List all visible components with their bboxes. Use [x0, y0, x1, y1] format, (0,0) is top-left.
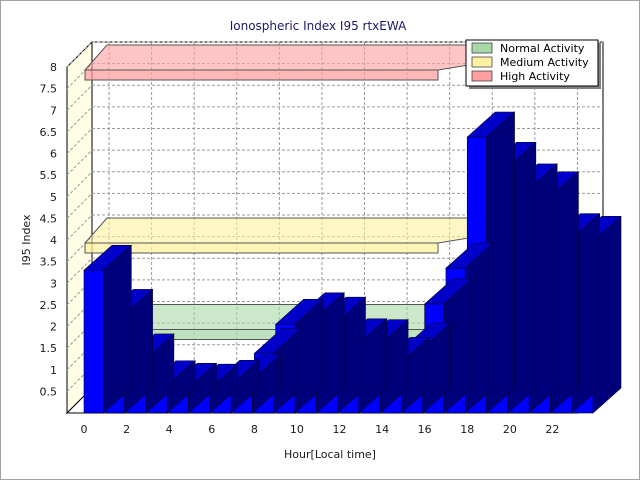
y-tick-label: 4	[50, 234, 57, 247]
x-axis-title: Hour[Local time]	[284, 448, 376, 461]
x-tick-label: 4	[166, 423, 173, 436]
grid-line-side	[66, 128, 93, 154]
x-tick-label: 8	[251, 423, 258, 436]
y-axis-title: I95 Index	[20, 214, 33, 266]
y-tick-label: 5	[50, 191, 57, 204]
y-tick-label: 5.5	[40, 169, 58, 182]
grid-line-side	[66, 106, 93, 133]
bar-0	[83, 244, 133, 414]
y-tick-label: 2.5	[40, 299, 58, 312]
x-tick-label: 6	[208, 423, 215, 436]
x-tick-label: 20	[503, 423, 517, 436]
x-tick-label: 2	[123, 423, 130, 436]
y-tick-label: 1	[50, 364, 57, 377]
grid-line-side	[66, 236, 93, 262]
x-tick-label: 12	[333, 423, 347, 436]
y-tick-label: 3	[50, 277, 57, 290]
grid-line-side	[66, 366, 93, 392]
plot-area: 0.5 1 1.5 2 2.5 3 3.5 4 4.5 5 5.5 6 6.5 7 7.5 8 0 2 4 6 8 10 1…	[40, 40, 622, 436]
grid-line-side	[66, 63, 93, 89]
legend-label-0: Normal Activity	[500, 42, 585, 55]
y-tick-label: 7	[50, 104, 57, 117]
grid-line-side	[66, 322, 93, 349]
y-tick-label: 4.5	[40, 212, 58, 225]
bar-side	[102, 244, 132, 414]
grid-line-side	[66, 279, 93, 306]
x-tick-label: 22	[545, 423, 559, 436]
legend-label-1: Medium Activity	[500, 56, 589, 69]
y-tick-label: 0.5	[40, 385, 58, 398]
chart-title: Ionospheric Index I95 rtxEWA	[230, 19, 407, 33]
y-tick-label: 1.5	[40, 342, 58, 355]
x-tick-label: 14	[375, 423, 389, 436]
grid-line-side	[66, 257, 93, 284]
x-tick-label: 16	[418, 423, 432, 436]
grid-line-side	[66, 193, 93, 219]
x-tick-label: 0	[81, 423, 88, 436]
grid-line-side	[66, 301, 93, 327]
legend-label-2: High Activity	[500, 70, 570, 83]
grid-line-side	[66, 214, 93, 241]
band-front-2	[84, 69, 439, 81]
y-tick-label: 3.5	[40, 256, 58, 269]
grid-line-side	[66, 41, 93, 68]
band-front-1	[84, 242, 439, 254]
y-tick-label: 6	[50, 148, 57, 161]
legend-swatch-0	[471, 42, 493, 54]
y-tick-label: 2	[50, 321, 57, 334]
grid-line-side	[66, 149, 93, 176]
grid-line-side	[66, 171, 93, 198]
legend-swatch-2	[471, 70, 493, 82]
bar-front	[83, 269, 104, 414]
y-tick-label: 8	[50, 61, 57, 74]
grid-line-side	[66, 344, 93, 371]
grid-line-side	[66, 84, 93, 111]
y-tick-label: 6.5	[40, 126, 58, 139]
x-tick-label: 10	[290, 423, 304, 436]
x-tick-label: 18	[460, 423, 474, 436]
legend-swatch-1	[471, 56, 493, 68]
y-tick-label: 7.5	[40, 83, 58, 96]
